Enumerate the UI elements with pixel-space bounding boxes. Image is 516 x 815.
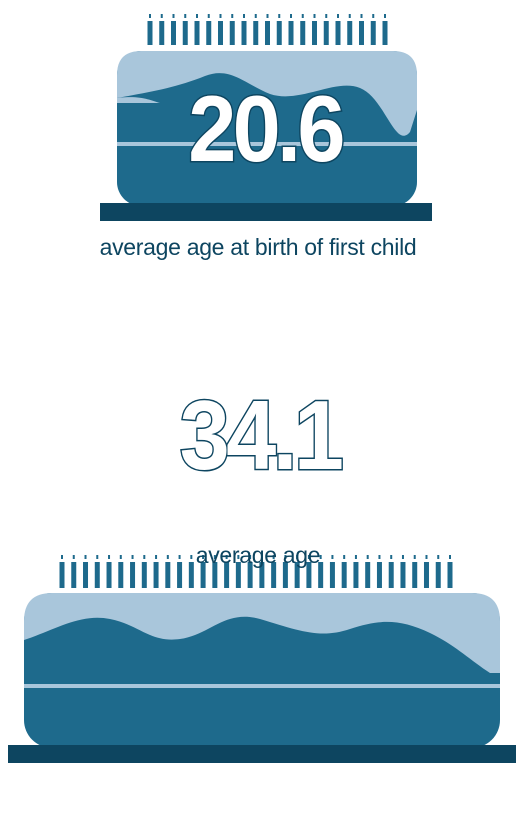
cake-first-child-graphic bbox=[100, 14, 432, 221]
candle-flame bbox=[184, 14, 187, 18]
candle bbox=[194, 21, 200, 45]
candle-flame bbox=[290, 14, 292, 18]
cake-plate bbox=[8, 745, 516, 763]
candle-flame bbox=[360, 14, 363, 18]
candle-flame bbox=[372, 14, 375, 18]
cake-stripe bbox=[24, 684, 500, 688]
candle bbox=[265, 21, 270, 45]
candle-flame bbox=[313, 14, 316, 18]
candle-flame bbox=[325, 14, 328, 18]
candle bbox=[253, 21, 259, 45]
cake-stripe bbox=[117, 142, 417, 146]
candle bbox=[300, 21, 306, 45]
candle-flame bbox=[231, 14, 234, 18]
frosting-wave bbox=[117, 51, 417, 136]
candle bbox=[218, 21, 223, 45]
candle-flame bbox=[266, 14, 269, 18]
cake-first-child: 20.6 average age at birth of first child bbox=[0, 0, 516, 260]
candle bbox=[312, 21, 317, 45]
candle bbox=[147, 21, 153, 45]
candle bbox=[288, 21, 294, 45]
age-value-first-child: 20.6 bbox=[187, 75, 347, 183]
candle-flame bbox=[348, 14, 351, 18]
candles-first-child bbox=[147, 14, 388, 45]
frosting-wave-lower bbox=[117, 97, 160, 103]
candle bbox=[347, 21, 353, 45]
frosting-wave bbox=[24, 593, 500, 673]
candle-flame bbox=[219, 14, 222, 18]
candle-flame bbox=[254, 14, 257, 18]
candle bbox=[182, 21, 188, 45]
candle bbox=[206, 21, 212, 45]
candle bbox=[323, 21, 329, 45]
caption-average: average age bbox=[195, 542, 321, 568]
candle-flame bbox=[301, 14, 304, 18]
candle-flame bbox=[243, 14, 245, 18]
candle bbox=[229, 21, 235, 45]
cake-body bbox=[24, 593, 500, 748]
candle-flame bbox=[384, 14, 386, 18]
candle-flame bbox=[337, 14, 339, 18]
cake-plate bbox=[100, 203, 432, 221]
candle bbox=[241, 21, 247, 45]
candle bbox=[335, 21, 341, 45]
cake-body bbox=[117, 51, 417, 206]
candle bbox=[359, 21, 364, 45]
cake-average-age-graphic bbox=[8, 555, 516, 763]
candle-flame bbox=[160, 14, 163, 18]
candle bbox=[382, 21, 388, 45]
candle-flame bbox=[196, 14, 198, 18]
candle bbox=[276, 21, 282, 45]
candle bbox=[159, 21, 165, 45]
candle bbox=[171, 21, 176, 45]
candle-flame bbox=[278, 14, 281, 18]
candle-flame bbox=[149, 14, 151, 18]
candle bbox=[370, 21, 376, 45]
candle-flame bbox=[207, 14, 210, 18]
caption-first-child: average age at birth of first child bbox=[99, 234, 417, 260]
age-value-average: 34.1 bbox=[178, 379, 345, 492]
cake-average-age: 34.1 average age bbox=[0, 235, 516, 815]
candle-flame bbox=[172, 14, 175, 18]
